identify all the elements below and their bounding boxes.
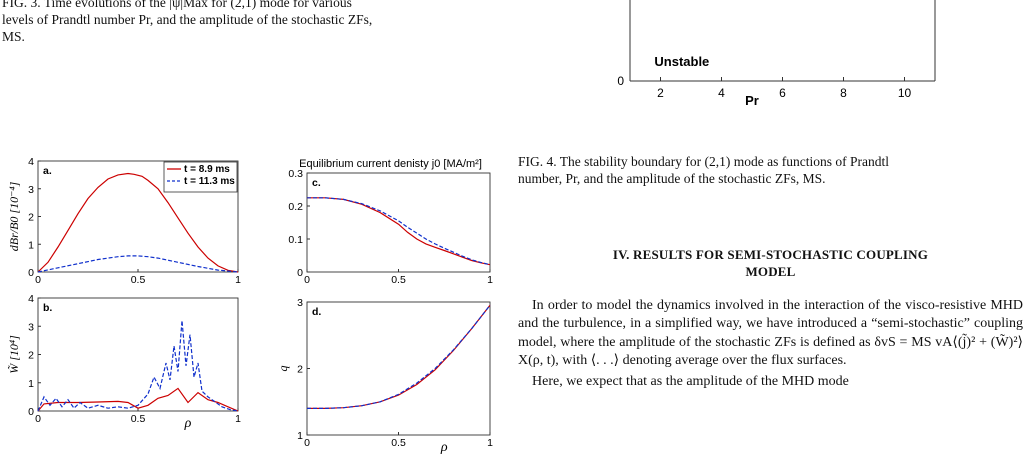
fig5-panel-d: 0 0.5 1 1 2 3 d. ρ q bbox=[276, 297, 493, 455]
fig5c-y-tick-label: 0.3 bbox=[288, 168, 303, 180]
fig5b-y-tick-label: 4 bbox=[28, 293, 34, 305]
fig5b-y-tick-label: 1 bbox=[28, 378, 34, 390]
fig5b-y-tick-label: 2 bbox=[28, 350, 34, 362]
section-heading: IV. RESULTS FOR SEMI-STOCHASTIC COUPLING… bbox=[518, 246, 1023, 280]
fig5a-y-tick-label: 0 bbox=[28, 267, 34, 279]
fig5a-y-label: dBr/B0 [10⁻⁴] bbox=[7, 181, 21, 251]
fig5a-panel-label: a. bbox=[43, 165, 52, 177]
fig5d-frame bbox=[306, 301, 491, 436]
fig5c-x-tick-label: 1 bbox=[487, 274, 493, 283]
fig4-x-label: Pr bbox=[745, 93, 759, 108]
fig5d-x-label: ρ bbox=[440, 440, 448, 455]
fig5c-y-tick-label: 0.2 bbox=[288, 201, 303, 213]
fig3-caption-line1: FIG. 3. Time evolutions of the |ψ|Max fo… bbox=[2, 0, 352, 10]
fig5b-series-2 bbox=[37, 320, 239, 412]
fig3-caption-line2: levels of Prandtl number Pr, and the amp… bbox=[2, 12, 373, 27]
fig5b-frame bbox=[37, 297, 239, 412]
fig5d-y-tick-label: 3 bbox=[297, 297, 303, 309]
fig5a-legend-label: t = 11.3 ms bbox=[184, 176, 235, 187]
fig5a-x-tick-label: 1 bbox=[235, 274, 241, 283]
fig5b-y-label: W̃ [10⁴] bbox=[7, 335, 21, 374]
fig5a-y-tick-label: 2 bbox=[28, 212, 34, 224]
fig4-x-tick-label: 10 bbox=[898, 86, 912, 100]
fig5a-y-tick-label: 4 bbox=[28, 156, 34, 168]
fig5b-series-1 bbox=[37, 387, 239, 412]
fig5b-x-tick-label: 0 bbox=[35, 413, 41, 425]
fig5d-y-tick-label: 2 bbox=[297, 364, 303, 376]
fig5b-x-tick-label: 0.5 bbox=[131, 413, 146, 425]
fig4-caption-line1: FIG. 4. The stability boundary for (2,1)… bbox=[518, 154, 889, 169]
fig5d-x-tick-label: 0 bbox=[304, 437, 310, 449]
fig5-panel-c: 0 0.5 1 0 0.1 0.2 0.3 c. Equilibrium current den… bbox=[288, 158, 493, 283]
body-text: In order to model the dynamics involved … bbox=[518, 297, 1023, 391]
fig4-caption-line2: number, Pr, and the amplitude of the sto… bbox=[518, 171, 826, 186]
fig3-caption: FIG. 3. Time evolutions of the |ψ|Max fo… bbox=[2, 0, 502, 45]
fig4-x-tick-label: 2 bbox=[657, 86, 664, 100]
fig5b-x-tick-label: 1 bbox=[235, 413, 241, 425]
fig5d-y-label: q bbox=[276, 366, 290, 372]
body-paragraph-1: In order to model the dynamics involved … bbox=[518, 298, 1023, 369]
fig5d-x-tick-label: 0.5 bbox=[391, 437, 406, 449]
fig5d-series-1 bbox=[307, 304, 491, 409]
fig5d-y-tick-label: 1 bbox=[297, 430, 303, 442]
fig5a-y-tick-label: 1 bbox=[28, 239, 34, 251]
fig5c-y-tick-label: 0 bbox=[297, 267, 303, 279]
fig4-y-tick-label: 0 bbox=[617, 74, 624, 88]
fig5d-x-tick-label: 1 bbox=[487, 437, 493, 449]
fig4-x-tick-label: 6 bbox=[779, 86, 786, 100]
fig5b-y-tick-label: 3 bbox=[28, 321, 34, 333]
fig5c-x-tick-label: 0.5 bbox=[391, 274, 406, 283]
fig4-x-tick-label: 4 bbox=[718, 86, 725, 100]
fig5a-series-2 bbox=[37, 255, 239, 273]
fig5a-legend-label: t = 8.9 ms bbox=[184, 164, 230, 175]
fig5c-y-tick-label: 0.1 bbox=[288, 234, 303, 246]
fig5d-series-2 bbox=[307, 304, 491, 409]
fig5c-panel-label: c. bbox=[312, 177, 321, 189]
fig5d-panel-label: d. bbox=[312, 306, 321, 318]
fig5c-x-tick-label: 0 bbox=[304, 274, 310, 283]
fig5c-series-1 bbox=[307, 197, 491, 266]
fig5a-x-tick-label: 0.5 bbox=[131, 274, 146, 283]
body-paragraph-2: Here, we expect that as the amplitude of… bbox=[532, 373, 849, 389]
fig5-panel-b: 0 0.5 1 0 1 2 3 4 b. ρ W̃ [10⁴] bbox=[7, 293, 241, 431]
fig5c-series-2 bbox=[307, 197, 491, 266]
fig5b-x-label: ρ bbox=[184, 416, 192, 431]
fig5b-y-tick-label: 0 bbox=[28, 406, 34, 418]
fig3-caption-line3: MS. bbox=[2, 29, 25, 44]
fig4-annotation-unstable: Unstable bbox=[654, 54, 709, 69]
fig5a-series-1 bbox=[37, 172, 239, 273]
fig5c-title: Equilibrium current denisty j0 [MA/m²] bbox=[299, 158, 482, 170]
fig5a-legend bbox=[163, 161, 238, 193]
fig5a-y-tick-label: 3 bbox=[28, 184, 34, 196]
fig5-panel-a: 0 0.5 1 0 1 2 3 4 a. dBr/B0 [10⁻⁴] t = 8.9 mst = 1… bbox=[7, 156, 241, 283]
fig4-chart: 24681005e-3PrUnstable bbox=[617, 0, 936, 108]
fig5b-panel-label: b. bbox=[43, 302, 52, 314]
fig5a-x-tick-label: 0 bbox=[35, 274, 41, 283]
fig4-x-tick-label: 8 bbox=[840, 86, 847, 100]
section-heading-line1: IV. RESULTS FOR SEMI-STOCHASTIC COUPLING bbox=[612, 247, 929, 262]
section-heading-line2: MODEL bbox=[745, 264, 796, 279]
fig4-caption: FIG. 4. The stability boundary for (2,1)… bbox=[518, 153, 1023, 187]
